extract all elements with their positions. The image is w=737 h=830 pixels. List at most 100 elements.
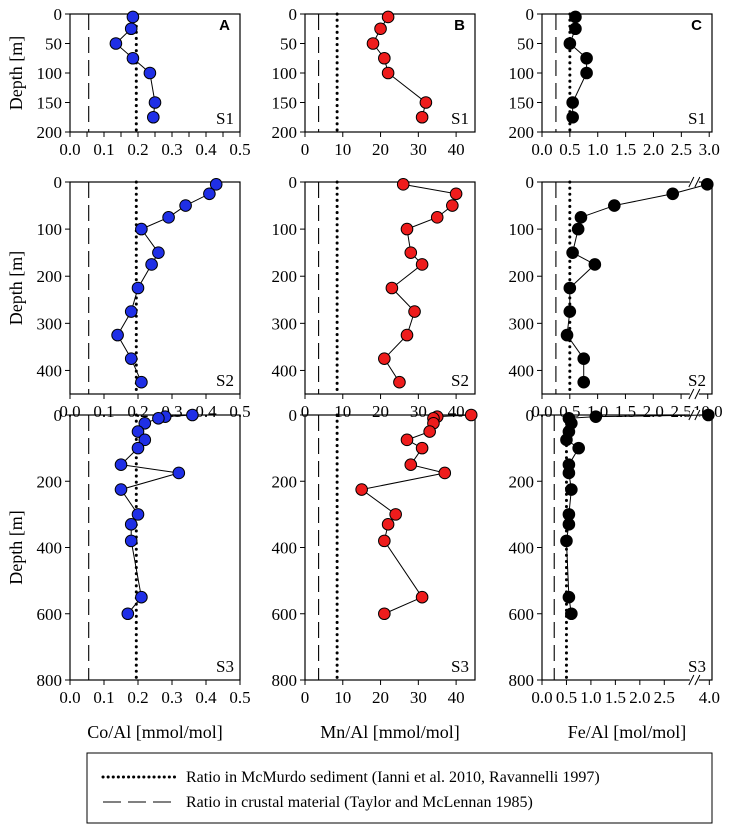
x-axis-label: Fe/Al [mol/mol] [568, 722, 687, 742]
data-point [408, 305, 421, 318]
y-tick-label: 200 [37, 267, 63, 286]
data-point [415, 590, 429, 604]
x-tick-label: 0.5 [229, 402, 250, 421]
x-tick-label: 0.1 [93, 402, 114, 421]
data-point [378, 534, 391, 548]
data-point [577, 375, 591, 389]
x-tick-label: 0.3 [161, 140, 182, 159]
panel-letter: C [691, 17, 702, 34]
plot-frame [541, 181, 713, 395]
data-point [563, 281, 577, 295]
data-point [566, 246, 579, 259]
y-tick-label: 0 [54, 406, 63, 425]
x-tick-label: 1.5 [605, 688, 626, 707]
x-tick-label: 1.0 [580, 688, 601, 707]
y-tick-label: 400 [509, 539, 535, 558]
x-tick-label: 0.3 [161, 688, 182, 707]
data-point [400, 328, 414, 342]
data-point [449, 187, 463, 201]
data-point [396, 178, 410, 191]
x-tick-label: 0 [301, 140, 310, 159]
y-tick-label: 200 [272, 472, 298, 491]
legend-box [86, 752, 713, 824]
x-tick-label: 0.0 [531, 402, 552, 421]
x-tick-label: 0.5 [229, 140, 250, 159]
data-point [366, 37, 380, 50]
data-point [574, 211, 588, 224]
y-tick-label: 600 [272, 605, 298, 624]
y-tick-label: 0 [289, 5, 298, 24]
x-tick-label: 1.0 [587, 140, 608, 159]
axis-break-mark [694, 674, 701, 686]
data-point [152, 246, 165, 259]
data-point [580, 66, 593, 80]
panel-letter: B [454, 17, 465, 34]
x-tick-label: 0.0 [59, 402, 80, 421]
data-point [566, 110, 579, 124]
x-tick-label: 20 [372, 140, 389, 159]
y-tick-label: 100 [37, 64, 63, 83]
y-tick-label: 0 [54, 173, 63, 192]
axis-break-mask [689, 177, 699, 187]
data-point [152, 412, 165, 425]
data-point [124, 518, 138, 531]
y-tick-label: 0 [54, 5, 63, 24]
y-tick-label: 400 [272, 539, 298, 558]
y-tick-label: 100 [37, 220, 63, 239]
x-tick-label: 0.4 [195, 140, 217, 159]
data-point [580, 51, 593, 65]
y-axis-label: Depth [m] [6, 36, 26, 110]
series-line [360, 414, 472, 615]
x-tick-label: 10 [334, 688, 351, 707]
data-point [572, 441, 585, 455]
x-tick-label: 1.5 [615, 140, 636, 159]
x-axis-label: Mn/Al [mmol/mol] [320, 722, 460, 742]
data-point [415, 258, 429, 271]
y-tick-label: 150 [272, 94, 298, 113]
data-point [588, 258, 602, 271]
y-tick-label: 50 [280, 35, 297, 54]
data-point [135, 222, 148, 236]
axis-break-mark [688, 388, 695, 400]
x-tick-label: 10 [334, 402, 351, 421]
data-point [560, 433, 573, 447]
data-point [415, 110, 429, 124]
x-tick-label: 0.5 [229, 688, 250, 707]
data-point [566, 96, 579, 109]
data-point [563, 305, 577, 318]
x-tick-label: 2.0 [643, 402, 664, 421]
x-tick-label: 2.5 [670, 402, 691, 421]
data-point [562, 518, 576, 531]
y-tick-label: 800 [272, 671, 298, 690]
y-tick-label: 150 [509, 94, 535, 113]
data-point [381, 66, 395, 80]
data-point [569, 22, 582, 36]
data-point [131, 441, 145, 455]
site-label: S1 [688, 109, 706, 128]
data-point [121, 607, 135, 621]
y-tick-label: 100 [272, 64, 298, 83]
data-point [124, 534, 138, 548]
data-point [400, 222, 414, 236]
data-point [464, 408, 478, 422]
data-point [162, 211, 175, 224]
data-point [126, 10, 140, 24]
x-tick-label: 30 [410, 140, 427, 159]
x-tick-label: 0.2 [127, 402, 148, 421]
data-point [209, 178, 223, 191]
y-tick-label: 200 [272, 123, 298, 142]
data-point [111, 328, 124, 342]
y-tick-label: 0 [289, 406, 298, 425]
data-point [571, 222, 585, 236]
site-label: S1 [451, 109, 469, 128]
data-point [179, 199, 192, 212]
site-label: S3 [688, 657, 706, 676]
data-point [114, 483, 128, 496]
data-point [666, 187, 680, 201]
data-point [560, 534, 573, 548]
